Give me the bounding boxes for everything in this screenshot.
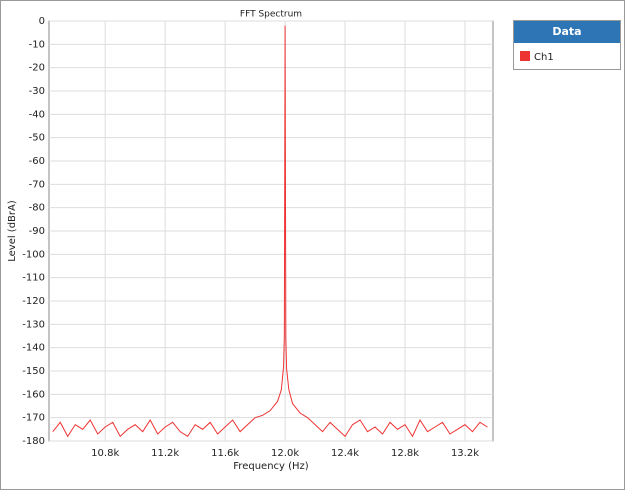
y-tick-label: -150 [22,366,45,377]
x-tick-label: 11.6k [211,448,239,459]
y-axis-label: Level (dBrA) [7,200,18,262]
x-tick-label: 11.2k [151,448,179,459]
chart-title: FFT Spectrum [240,10,302,20]
x-tick-label: 13.2k [451,448,479,459]
x-axis-label: Frequency (Hz) [233,461,309,472]
x-tick-label: 12.0k [271,448,299,459]
y-tick-label: -180 [22,436,45,447]
y-tick-label: -90 [29,226,45,237]
y-tick-label: -130 [22,319,45,330]
y-tick-label: -170 [22,413,45,424]
y-tick-label: -30 [29,86,45,97]
y-tick-label: -110 [22,273,45,284]
y-tick-label: -140 [22,343,45,354]
x-tick-label: 12.8k [391,448,419,459]
x-tick-label: 12.4k [331,448,359,459]
y-tick-label: -60 [29,156,45,167]
y-tick-label: -40 [29,109,45,120]
legend-title: Data [552,25,581,38]
legend-label: Ch1 [534,52,554,63]
y-tick-label: -100 [22,249,45,260]
y-tick-label: 0 [39,16,45,27]
legend-swatch [520,51,530,61]
y-tick-label: -10 [29,39,45,50]
series-line [52,25,488,438]
y-tick-label: -160 [22,389,45,400]
x-tick-label: 10.8k [91,448,119,459]
y-tick-label: -20 [29,63,45,74]
y-tick-label: -70 [29,179,45,190]
y-tick-label: -120 [22,296,45,307]
y-tick-label: -50 [29,133,45,144]
legend-header [514,21,620,43]
y-tick-label: -80 [29,203,45,214]
